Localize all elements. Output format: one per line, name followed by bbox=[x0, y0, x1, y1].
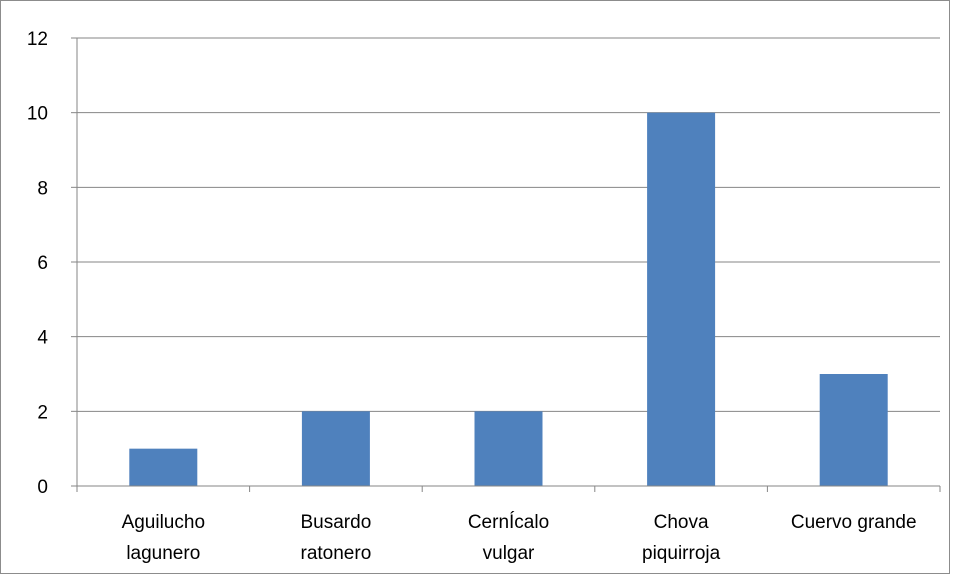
x-category-label: Busardo ratonero bbox=[301, 512, 372, 564]
axes bbox=[71, 37, 941, 492]
y-tick-label: 8 bbox=[37, 178, 48, 199]
labels: 0 2 4 6 8 10 12 Aguilucho lagunero Busardo ratoner… bbox=[27, 29, 917, 564]
x-category-label: CernÍcalo vulgar bbox=[468, 512, 549, 564]
x-category-label: Aguilucho lagunero bbox=[122, 512, 205, 564]
y-tick-label: 0 bbox=[37, 477, 48, 498]
x-category-label-line: Chova bbox=[654, 512, 709, 533]
bar bbox=[474, 411, 543, 486]
x-category-label-line: lagunero bbox=[126, 543, 200, 564]
x-category-label-line: ratonero bbox=[301, 543, 372, 564]
y-tick-label: 4 bbox=[37, 328, 48, 349]
y-tick-label: 12 bbox=[27, 29, 48, 50]
x-category-label-line: piquirroja bbox=[642, 543, 721, 564]
gridlines bbox=[77, 37, 940, 412]
x-category-label-line: vulgar bbox=[483, 543, 535, 564]
bars bbox=[129, 112, 888, 487]
x-category-label-line: Aguilucho bbox=[122, 512, 205, 533]
x-category-label-line: CernÍcalo bbox=[468, 512, 549, 533]
x-category-label-line: Busardo bbox=[301, 512, 372, 533]
x-category-label-line: Cuervo grande bbox=[791, 512, 917, 533]
bar bbox=[647, 112, 716, 487]
y-tick-label: 10 bbox=[27, 104, 48, 125]
y-tick-label: 6 bbox=[37, 253, 48, 274]
bar bbox=[819, 374, 888, 486]
y-tick-label: 2 bbox=[37, 402, 48, 423]
bar bbox=[301, 411, 370, 486]
x-category-label: Cuervo grande bbox=[791, 512, 917, 533]
bar bbox=[129, 448, 198, 486]
x-category-label: Chova piquirroja bbox=[642, 512, 721, 564]
